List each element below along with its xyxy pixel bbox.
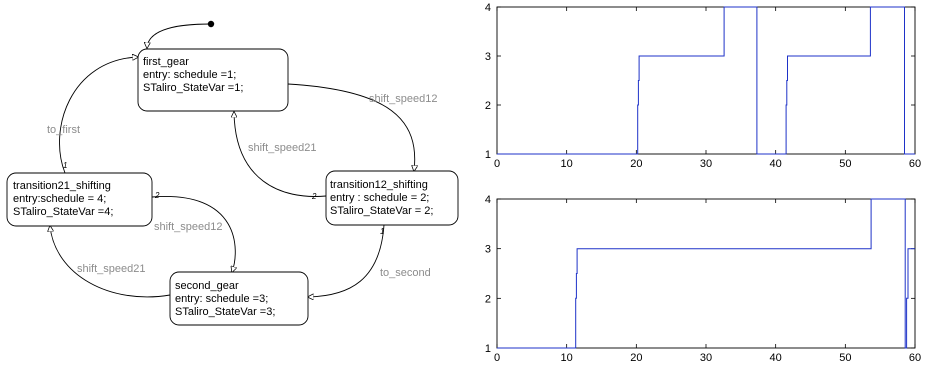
top-x-tick-label: 40 xyxy=(770,158,782,170)
first-gear-title: first_gear xyxy=(143,56,189,68)
first-gear-entry: entry: schedule =1; xyxy=(143,69,236,81)
top-series-line xyxy=(497,6,915,155)
edge-to-first xyxy=(59,57,138,174)
bottom-x-tick-label: 60 xyxy=(909,352,921,364)
bottom-y-tick-label: 1 xyxy=(485,343,491,355)
bottom-x-tick-label: 30 xyxy=(700,352,712,364)
edge-shift-speed21-top xyxy=(234,112,327,197)
bottom-plot-frame xyxy=(496,198,916,349)
label-shift-speed12-mid: shift_speed12 xyxy=(154,221,223,233)
second-gear-entry: entry: schedule =3; xyxy=(175,293,268,305)
plot-bottom: 0 10 20 30 40 50 60 1 2 3 4 xyxy=(485,194,921,364)
label-shift-speed21-bottom: shift_speed21 xyxy=(77,263,146,275)
bottom-y-tick-label: 2 xyxy=(485,293,491,305)
transition12-title: transition12_shifting xyxy=(330,179,428,191)
plot-top: 0 10 20 30 40 50 60 1 2 3 4 xyxy=(485,2,921,170)
state-transition12-shifting: transition12_shifting entry : schedule =… xyxy=(325,170,459,226)
transition21-title: transition21_shifting xyxy=(13,180,111,192)
transition21-statevar: STaliro_StateVar =4; xyxy=(13,206,113,218)
edge-shift-speed12-mid xyxy=(151,196,235,272)
bottom-y-tick-label: 3 xyxy=(485,244,491,256)
transition12-statevar: STaliro_StateVar = 2; xyxy=(330,205,433,217)
bottom-x-tick-label: 40 xyxy=(770,352,782,364)
label-to-second: to_second xyxy=(380,267,431,279)
top-x-tick-label: 60 xyxy=(909,158,921,170)
top-plot-frame xyxy=(496,6,916,155)
bottom-x-tick-label: 0 xyxy=(494,352,500,364)
state-transition21-shifting: transition21_shifting entry:schedule = 4… xyxy=(6,172,153,227)
first-gear-statevar: STaliro_StateVar =1; xyxy=(143,82,243,94)
bottom-x-tick-label: 20 xyxy=(630,352,642,364)
state-diagram: to_first shift_speed12 shift_speed21 shi… xyxy=(6,20,459,326)
priority-t21-up: 1 xyxy=(63,161,67,170)
state-second-gear: second_gear entry: schedule =3; STaliro_… xyxy=(169,271,309,326)
label-shift-speed21-top: shift_speed21 xyxy=(248,142,317,154)
default-transition xyxy=(147,23,212,48)
bottom-x-tick-label: 10 xyxy=(561,352,573,364)
label-to-first: to_first xyxy=(47,124,80,136)
transition21-entry: entry:schedule = 4; xyxy=(13,193,106,205)
top-y-tick-label: 1 xyxy=(485,149,491,161)
label-shift-speed12-top: shift_speed12 xyxy=(369,93,438,105)
bottom-series-line xyxy=(497,198,915,349)
top-x-tick-label: 30 xyxy=(700,158,712,170)
edge-shift-speed12-top xyxy=(287,83,415,171)
edge-shift-speed21-bottom xyxy=(50,226,171,298)
top-y-tick-label: 2 xyxy=(485,100,491,112)
top-x-tick-label: 10 xyxy=(561,158,573,170)
bottom-y-tick-label: 4 xyxy=(485,194,491,206)
top-x-tick-label: 20 xyxy=(630,158,642,170)
top-y-tick-label: 4 xyxy=(485,2,491,14)
state-first-gear: first_gear entry: schedule =1; STaliro_S… xyxy=(137,48,289,112)
priority-t12-down: 1 xyxy=(380,227,384,236)
priority-t12-left: 2 xyxy=(311,192,317,201)
top-y-tick-label: 3 xyxy=(485,51,491,63)
top-x-tick-label: 0 xyxy=(494,158,500,170)
top-x-tick-label: 50 xyxy=(839,158,851,170)
second-gear-title: second_gear xyxy=(175,280,239,292)
priority-t21-right: 2 xyxy=(154,191,160,200)
edge-to-second xyxy=(308,224,385,297)
bottom-x-tick-label: 50 xyxy=(839,352,851,364)
transition12-entry: entry : schedule = 2; xyxy=(330,192,429,204)
second-gear-statevar: STaliro_StateVar =3; xyxy=(175,306,275,318)
